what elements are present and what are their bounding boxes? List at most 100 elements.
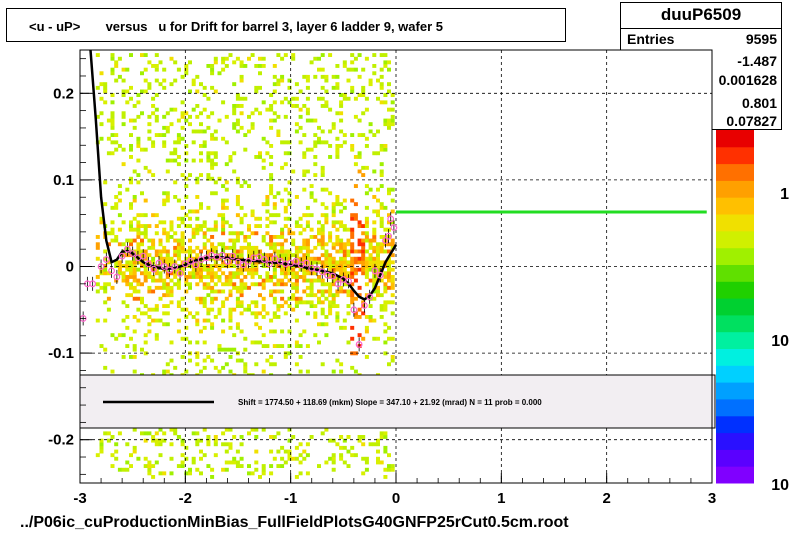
- heat-cell: [210, 85, 215, 90]
- heat-cell: [110, 140, 115, 145]
- heat-cell: [350, 453, 355, 458]
- heat-cell: [224, 253, 229, 258]
- heat-cell: [313, 405, 318, 410]
- heat-cell: [191, 129, 196, 134]
- heat-cell: [191, 158, 196, 163]
- heat-cell: [243, 409, 248, 414]
- heat-cell: [147, 307, 152, 312]
- heat-cell: [387, 267, 391, 272]
- heat-cell: [258, 85, 262, 90]
- heat-cell: [110, 285, 115, 290]
- heat-cell: [324, 413, 329, 418]
- heat-cell: [195, 442, 200, 447]
- heat-cell: [379, 74, 384, 79]
- heat-cell: [213, 151, 218, 156]
- heat-cell: [129, 253, 133, 258]
- heat-cell: [188, 209, 192, 214]
- profile-point: [271, 255, 279, 263]
- heat-cell: [188, 311, 192, 316]
- heat-cell: [151, 260, 156, 265]
- heat-cell: [143, 213, 148, 218]
- heat-cell: [291, 242, 296, 247]
- heat-cell: [247, 304, 251, 308]
- heat-cell: [250, 53, 255, 57]
- heat-cell: [250, 282, 255, 287]
- profile-point: [83, 280, 91, 288]
- heat-cell: [276, 114, 281, 119]
- heat-cell: [287, 85, 292, 90]
- heat-cell: [346, 227, 351, 232]
- heat-cell: [309, 260, 314, 265]
- heat-cell: [379, 169, 384, 174]
- heat-cell: [335, 144, 340, 148]
- heat-cell: [320, 53, 325, 57]
- heat-cell: [294, 249, 299, 254]
- heat-cell: [154, 114, 159, 119]
- heat-cell: [276, 260, 281, 265]
- heat-cell: [165, 158, 170, 163]
- heat-cell: [228, 245, 233, 250]
- heat-cell: [387, 220, 391, 225]
- heat-cell: [243, 133, 248, 137]
- heat-cell: [129, 242, 133, 247]
- heat-cell: [191, 256, 196, 261]
- heat-cell: [121, 333, 126, 338]
- heat-cell: [99, 216, 104, 221]
- heat-cell: [320, 235, 325, 239]
- heat-cell: [165, 125, 170, 130]
- heat-cell: [269, 238, 274, 243]
- heat-cell: [269, 213, 274, 218]
- heat-cell: [350, 144, 355, 148]
- heat-cell: [372, 271, 377, 276]
- heat-cell: [243, 307, 248, 312]
- heat-cell: [121, 275, 126, 279]
- heat-cell: [283, 264, 288, 268]
- heat-cell: [165, 195, 170, 199]
- heat-cell: [276, 278, 281, 283]
- heat-cell: [213, 376, 218, 381]
- palette-swatch: [716, 281, 754, 299]
- heat-cell: [184, 224, 189, 228]
- heat-cell: [217, 118, 222, 123]
- heat-cell: [283, 162, 288, 167]
- heat-cell: [202, 275, 207, 279]
- heat-cell: [184, 158, 189, 163]
- profile-point: [155, 259, 163, 267]
- heat-cell: [99, 442, 104, 447]
- heat-cell: [272, 264, 277, 268]
- heat-cell: [228, 369, 233, 374]
- heat-cell: [272, 311, 277, 316]
- heat-cell: [132, 424, 137, 428]
- heat-cell: [121, 114, 126, 119]
- heat-cell: [261, 471, 266, 476]
- heat-cell: [210, 162, 215, 167]
- z-axis-label: 1: [780, 186, 789, 203]
- heat-cell: [387, 467, 391, 472]
- heat-cell: [313, 311, 318, 316]
- heat-cell: [313, 118, 318, 123]
- heat-cell: [287, 304, 292, 308]
- heat-cell: [379, 435, 384, 439]
- heat-cell: [387, 191, 391, 196]
- heat-cell: [353, 315, 358, 319]
- heat-cell: [346, 376, 351, 381]
- heat-cell: [188, 271, 192, 276]
- heat-cell: [353, 351, 358, 356]
- heat-cell: [254, 264, 259, 268]
- heat-cell: [350, 89, 355, 94]
- heat-cell: [258, 384, 262, 388]
- heat-cell: [368, 387, 373, 392]
- heat-cell: [250, 209, 255, 214]
- heat-cell: [184, 213, 189, 218]
- heat-cell: [368, 264, 373, 268]
- heatmap-cells: [95, 53, 395, 479]
- heat-cell: [361, 85, 366, 90]
- heat-cell: [317, 220, 321, 225]
- heat-cell: [331, 453, 336, 458]
- heat-cell: [136, 136, 141, 141]
- heat-cell: [272, 202, 277, 207]
- heat-cell: [210, 467, 215, 472]
- heat-cell: [294, 260, 299, 265]
- heat-cell: [180, 238, 185, 243]
- heat-cell: [261, 256, 266, 261]
